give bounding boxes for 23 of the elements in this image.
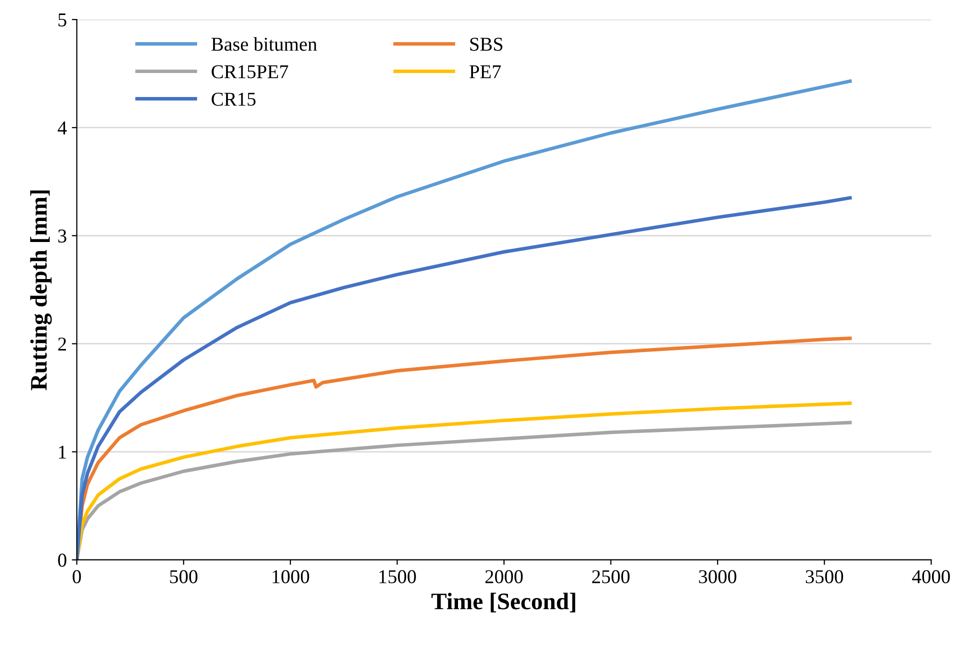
y-tick-label: 2	[58, 338, 66, 350]
x-tick-label: 4000	[912, 570, 950, 584]
x-tick-label: 3500	[806, 570, 844, 584]
line-series	[76, 196, 852, 560]
x-tick-label: 0	[72, 570, 81, 584]
x-tick-label: 500	[170, 570, 198, 584]
legend-label: Base bitumen	[211, 37, 317, 51]
y-tick-label: 1	[59, 446, 66, 459]
y-tick-label: 3	[58, 230, 66, 243]
legend-label: CR15PE7	[212, 65, 288, 78]
y-tick-label: 5	[58, 14, 66, 26]
legend-label: CR15	[212, 92, 256, 106]
y-tick-label: 0	[58, 554, 66, 567]
x-tick-label: 1500	[379, 570, 416, 584]
x-tick-label: 2000	[485, 570, 523, 584]
y-tick-label: 4	[58, 122, 67, 134]
x-tick-label: 1000	[272, 570, 310, 584]
y-axis-title: Rutting depth [mm]	[30, 190, 52, 390]
legend-label: PE7	[470, 65, 501, 78]
x-tick-label: 3000	[699, 570, 736, 584]
x-axis-title: Time [Second]	[431, 592, 576, 612]
x-tick-label: 2500	[592, 570, 630, 584]
legend-label: SBS	[470, 38, 502, 51]
